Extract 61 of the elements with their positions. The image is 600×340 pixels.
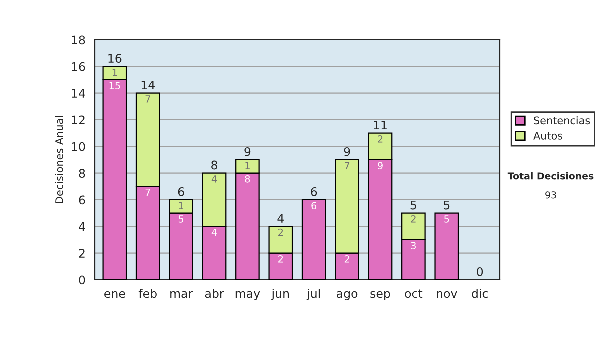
data-label: 9 — [378, 162, 383, 170]
x-tick-label: dic — [472, 289, 488, 298]
total-label: 6 — [311, 187, 318, 196]
data-label: 2 — [344, 256, 350, 263]
data-label: 7 — [146, 96, 150, 103]
x-tick-label: ago — [337, 291, 358, 300]
y-tick-label: 8 — [79, 169, 86, 178]
legend-label: Autos — [534, 132, 563, 140]
data-label: 1 — [112, 68, 118, 76]
total-label: 5 — [410, 200, 416, 210]
x-tick-label: sep — [370, 291, 390, 300]
total-label: 0 — [477, 267, 484, 276]
bar — [302, 199, 326, 280]
data-label: 5 — [178, 216, 184, 223]
data-label: 4 — [212, 176, 218, 183]
total-label: 16 — [108, 54, 122, 64]
total-label: 9 — [244, 147, 251, 156]
data-label: 2 — [278, 256, 284, 263]
data-label: 2 — [378, 136, 383, 143]
x-tick-label: mar — [170, 291, 194, 298]
data-label: 6 — [312, 202, 317, 210]
legend-label: Sentencias — [534, 116, 590, 125]
y-tick-label: 18 — [72, 36, 86, 45]
y-tick-label: 4 — [79, 222, 86, 232]
y-tick-label: 16 — [72, 62, 86, 72]
total-label: 11 — [374, 120, 387, 130]
y-tick-label: 2 — [79, 249, 85, 258]
x-tick-label: jul — [306, 289, 320, 300]
data-label: 1 — [179, 202, 184, 210]
data-label: 1 — [246, 162, 250, 170]
y-axis-title: Decisiones Anual — [55, 116, 64, 204]
total-label: 5 — [444, 200, 450, 210]
bar — [434, 212, 460, 280]
y-tick-label: 14 — [72, 89, 86, 98]
total-label: 8 — [212, 160, 218, 170]
text: Total Decisiones — [508, 172, 594, 180]
y-tick-label: 0 — [79, 276, 86, 285]
x-tick-label: abr — [205, 289, 224, 298]
total-label: 4 — [278, 214, 284, 223]
total-label: 6 — [178, 187, 184, 196]
total-label: 9 — [344, 147, 350, 156]
y-tick-label: 12 — [72, 116, 85, 124]
x-tick-label: may — [236, 291, 260, 300]
data-label: 15 — [110, 82, 120, 90]
data-label: 5 — [444, 216, 450, 223]
y-tick-label: 6 — [79, 196, 86, 205]
data-label: 7 — [345, 162, 350, 170]
data-label: 3 — [411, 242, 416, 250]
data-label: 8 — [245, 176, 250, 183]
data-label: 4 — [212, 228, 218, 236]
data-label: 2 — [411, 216, 416, 223]
y-tick-label: 10 — [72, 142, 86, 152]
x-tick-label: jun — [272, 289, 290, 300]
total-label: 14 — [142, 80, 155, 90]
x-tick-label: oct — [405, 290, 423, 298]
data-label: 7 — [146, 188, 150, 196]
x-tick-label: ene — [104, 291, 126, 298]
x-tick-label: feb — [138, 289, 157, 298]
text: 93 — [546, 192, 556, 199]
x-tick-label: nov — [437, 291, 458, 298]
data-label: 2 — [278, 228, 284, 236]
